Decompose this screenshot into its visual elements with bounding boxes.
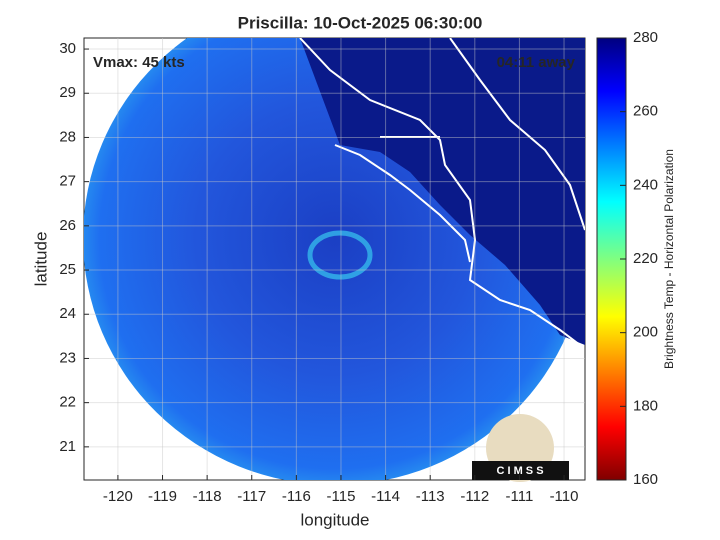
colorbar-tick-label: 220 bbox=[633, 250, 658, 267]
x-axis-label: longitude bbox=[300, 510, 369, 529]
y-tick-label: 25 bbox=[59, 261, 76, 278]
colorbar-tick-label: 280 bbox=[633, 29, 658, 46]
y-tick-label: 28 bbox=[59, 128, 76, 145]
y-tick-label: 23 bbox=[59, 349, 76, 366]
chart-title: Priscilla: 10-Oct-2025 06:30:00 bbox=[238, 13, 483, 32]
y-tick-label: 24 bbox=[59, 305, 76, 322]
x-tick-label: -117 bbox=[237, 488, 266, 505]
colorbar-tick-label: 260 bbox=[633, 103, 658, 120]
x-tick-label: -114 bbox=[371, 488, 400, 505]
x-tick-label: -116 bbox=[282, 488, 311, 505]
y-tick-label: 29 bbox=[59, 84, 76, 101]
coastline bbox=[449, 38, 585, 231]
x-tick-label: -119 bbox=[148, 488, 177, 505]
y-tick-label: 22 bbox=[59, 394, 76, 411]
satellite-image bbox=[84, 38, 585, 480]
x-tick-label: -113 bbox=[416, 488, 445, 505]
colorbar-label: Brightness Temp - Horizontal Polarizatio… bbox=[662, 149, 676, 369]
x-tick-label: -115 bbox=[327, 488, 356, 505]
logo-band bbox=[472, 461, 569, 480]
coastline bbox=[299, 38, 581, 346]
y-tick-label: 27 bbox=[59, 173, 76, 190]
y-tick-label: 26 bbox=[59, 217, 76, 234]
x-tick-label: -111 bbox=[506, 488, 534, 505]
colorbar-tick-label: 180 bbox=[633, 397, 658, 414]
x-tick-label: -118 bbox=[193, 488, 222, 505]
y-tick-label: 21 bbox=[59, 438, 76, 455]
x-tick-label: -110 bbox=[550, 488, 579, 505]
x-tick-label: -112 bbox=[460, 488, 489, 505]
logo-text: C I M S S bbox=[496, 465, 543, 477]
y-axis-label: latitude bbox=[31, 232, 50, 287]
storm-eye bbox=[307, 230, 373, 280]
colorbar-tick-label: 200 bbox=[633, 324, 658, 341]
annotation: Vmax: 45 kts bbox=[93, 54, 185, 71]
colorbar-tick-label: 240 bbox=[633, 176, 658, 193]
colorbar-tick-label: 160 bbox=[633, 471, 658, 488]
logo: C I M S S bbox=[472, 414, 569, 482]
annotation: 04:11 away bbox=[497, 54, 576, 71]
land-region bbox=[300, 38, 585, 345]
coastline bbox=[334, 144, 471, 263]
x-tick-label: -120 bbox=[103, 488, 133, 505]
y-tick-label: 30 bbox=[59, 40, 76, 57]
